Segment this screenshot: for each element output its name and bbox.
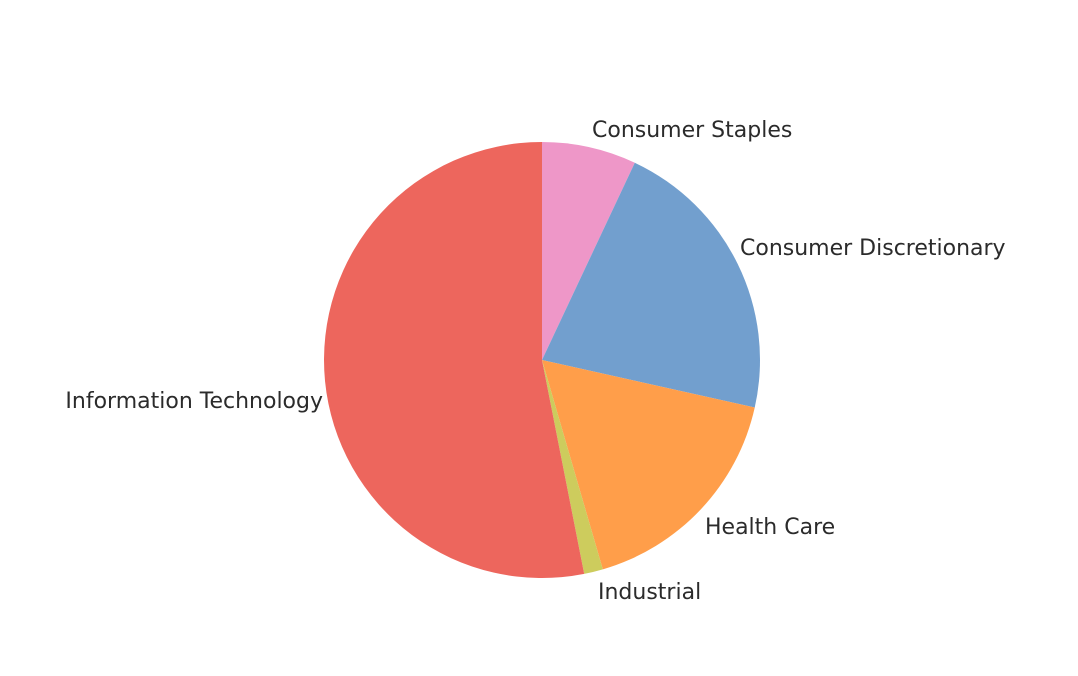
pie-slice-health-care[interactable] — [542, 360, 755, 570]
pie-slice-consumer-staples[interactable] — [542, 142, 635, 360]
pie-label-consumer-staples: Consumer Staples — [592, 118, 792, 143]
pie-slice-information-technology[interactable] — [324, 142, 585, 578]
pie-slice-consumer-discretionary[interactable] — [542, 162, 761, 408]
pie-slice-industrial[interactable] — [542, 360, 603, 574]
pie-label-health-care: Health Care — [705, 515, 835, 540]
pie-labels: Consumer Staples Consumer Discretionary He… — [65, 118, 1005, 605]
pie-label-information-technology: Information Technology — [65, 389, 323, 414]
pie-slices — [324, 142, 761, 578]
pie-label-industrial: Industrial — [598, 580, 701, 605]
pie-label-consumer-discretionary: Consumer Discretionary — [740, 236, 1006, 261]
